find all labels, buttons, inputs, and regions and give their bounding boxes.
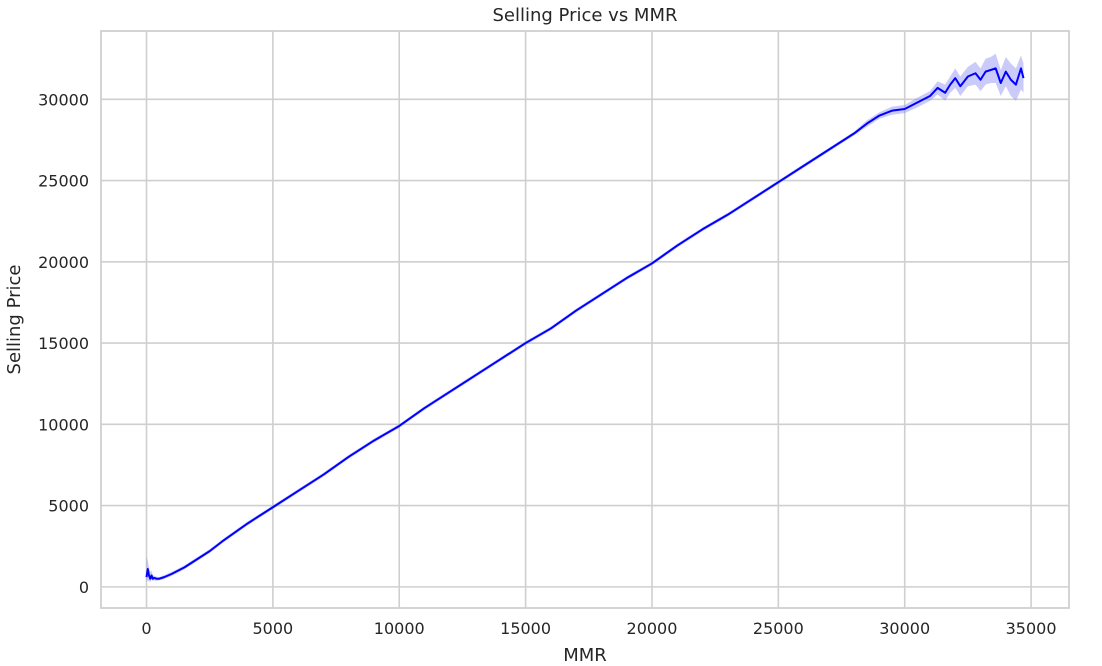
x-tick-label: 0 (141, 619, 151, 638)
x-tick-label: 30000 (879, 619, 930, 638)
y-tick-label: 15000 (38, 334, 89, 353)
x-gridlines (145, 31, 1032, 608)
y-tick-label: 5000 (48, 497, 89, 516)
y-tick-label: 20000 (38, 253, 89, 272)
series-line (145, 67, 1025, 580)
x-tick-label: 10000 (374, 619, 425, 638)
y-tick-label: 30000 (38, 90, 89, 109)
y-tick-label: 0 (79, 578, 89, 597)
x-tick-label: 15000 (500, 619, 551, 638)
x-tick-label: 20000 (627, 619, 678, 638)
y-gridlines (101, 98, 1069, 588)
y-tick-labels: 0 5000 10000 15000 20000 25000 30000 (38, 90, 89, 597)
y-tick-label: 10000 (38, 415, 89, 434)
y-tick-label: 25000 (38, 172, 89, 191)
x-tick-label: 35000 (1006, 619, 1057, 638)
x-tick-labels: 0 5000 10000 15000 20000 25000 30000 35000 (141, 619, 1056, 638)
chart-title: Selling Price vs MMR (492, 5, 677, 26)
x-tick-label: 5000 (253, 619, 294, 638)
x-axis-title: MMR (563, 645, 607, 666)
plot-frame (100, 30, 1070, 609)
y-axis-title: Selling Price (4, 265, 25, 375)
x-tick-label: 25000 (753, 619, 804, 638)
